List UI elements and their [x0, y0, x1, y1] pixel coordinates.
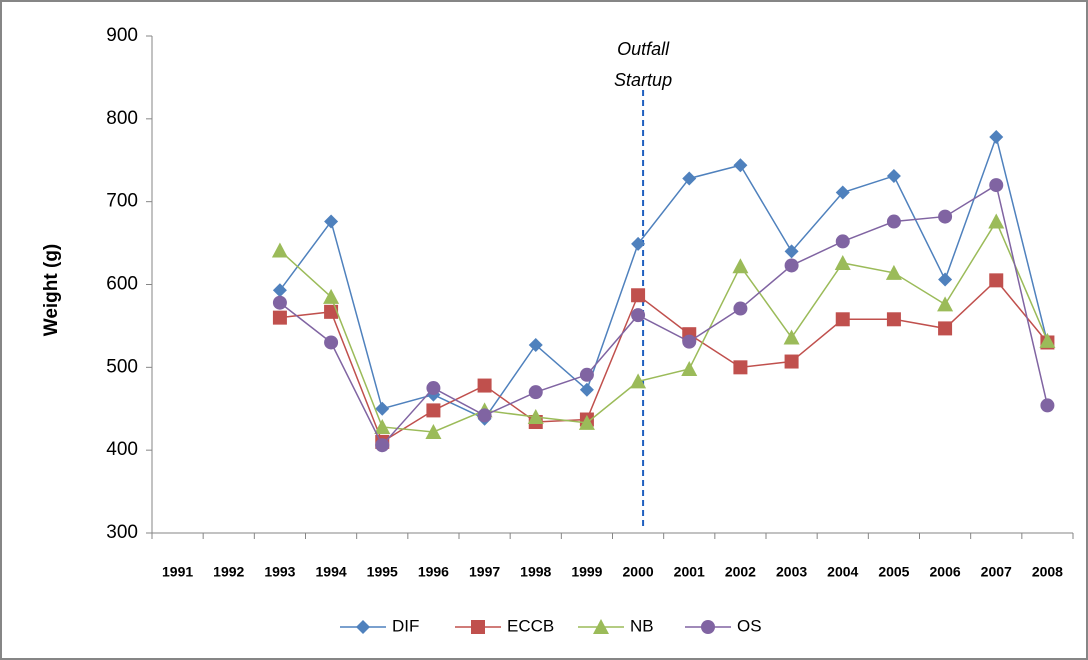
legend-label: DIF [392, 616, 419, 635]
data-point [835, 234, 850, 249]
data-point [784, 258, 799, 273]
data-point [885, 264, 902, 280]
legend-label: ECCB [507, 616, 554, 635]
data-point [733, 158, 748, 173]
data-point [578, 414, 595, 430]
data-point [784, 244, 799, 259]
series-line [279, 219, 1049, 433]
legend-marker [356, 620, 370, 634]
data-point [886, 168, 901, 183]
x-tick-label: 1996 [418, 564, 449, 580]
legend-label: OS [737, 616, 762, 635]
annotation-text: Outfall [617, 39, 670, 59]
data-point [272, 283, 287, 298]
data-point [579, 367, 594, 382]
data-point [527, 409, 544, 425]
data-point [1040, 398, 1055, 413]
y-tick-label: 800 [106, 108, 138, 129]
data-point [477, 408, 492, 423]
data-point [579, 382, 594, 397]
x-tick-label: 2004 [827, 564, 858, 580]
data-point [989, 130, 1004, 145]
data-point [324, 335, 339, 350]
series-line [279, 279, 1048, 443]
x-tick-label: 1999 [571, 564, 602, 580]
data-point [272, 310, 287, 325]
series-line [279, 183, 1049, 447]
x-tick-label: 2007 [981, 564, 1012, 580]
x-tick-label: 2000 [623, 564, 654, 580]
legend-marker [701, 620, 715, 634]
data-point [374, 418, 391, 434]
data-point [528, 337, 543, 352]
x-tick-label: 2001 [674, 564, 705, 580]
legend-marker [471, 620, 485, 634]
x-tick-label: 2003 [776, 564, 807, 580]
data-point [732, 258, 749, 274]
data-point [783, 329, 800, 345]
data-point [477, 378, 492, 393]
data-point [834, 254, 851, 270]
x-tick-label: 2008 [1032, 564, 1063, 580]
data-point [784, 354, 799, 369]
data-point [630, 373, 647, 389]
data-point [324, 304, 339, 319]
data-point [938, 321, 953, 336]
data-point [631, 308, 646, 323]
data-point [323, 288, 340, 304]
data-point [1039, 332, 1056, 348]
y-tick-label: 900 [106, 25, 138, 46]
data-point [375, 438, 390, 453]
data-point [938, 209, 953, 224]
y-axis-label: Weight (g) [41, 244, 62, 337]
x-tick-label: 1993 [264, 564, 295, 580]
x-tick-label: 1997 [469, 564, 500, 580]
data-point [426, 403, 441, 418]
data-point [835, 185, 850, 200]
data-point [835, 312, 850, 327]
data-point [271, 242, 288, 258]
data-point [631, 236, 646, 251]
y-tick-label: 600 [106, 274, 138, 295]
x-tick-label: 2006 [930, 564, 961, 580]
y-tick-label: 400 [106, 439, 138, 460]
data-point [528, 385, 543, 400]
x-tick-label: 1991 [162, 564, 193, 580]
x-tick-label: 1998 [520, 564, 551, 580]
data-point [426, 381, 441, 396]
data-point [272, 295, 287, 310]
data-point [988, 213, 1005, 229]
legend-label: NB [630, 616, 654, 635]
x-tick-label: 1992 [213, 564, 244, 580]
y-tick-label: 500 [106, 356, 138, 377]
series-line [279, 134, 1049, 420]
data-point [938, 272, 953, 287]
data-point [682, 171, 697, 186]
y-tick-label: 300 [106, 522, 138, 543]
data-point [375, 401, 390, 416]
x-tick-label: 2002 [725, 564, 756, 580]
data-point [886, 214, 901, 229]
data-point [682, 334, 697, 349]
y-tick-label: 700 [106, 191, 138, 212]
x-tick-label: 2005 [878, 564, 909, 580]
data-point [937, 296, 954, 312]
data-point [425, 423, 442, 439]
annotation-text: Startup [614, 70, 672, 90]
data-point [733, 360, 748, 375]
data-point [989, 178, 1004, 193]
x-tick-label: 1995 [367, 564, 398, 580]
data-point [989, 273, 1004, 288]
data-point [681, 360, 698, 376]
data-point [631, 288, 646, 303]
data-point [733, 301, 748, 316]
legend-marker [593, 619, 609, 634]
x-tick-label: 1994 [316, 564, 347, 580]
data-point [324, 214, 339, 229]
data-point [886, 312, 901, 327]
